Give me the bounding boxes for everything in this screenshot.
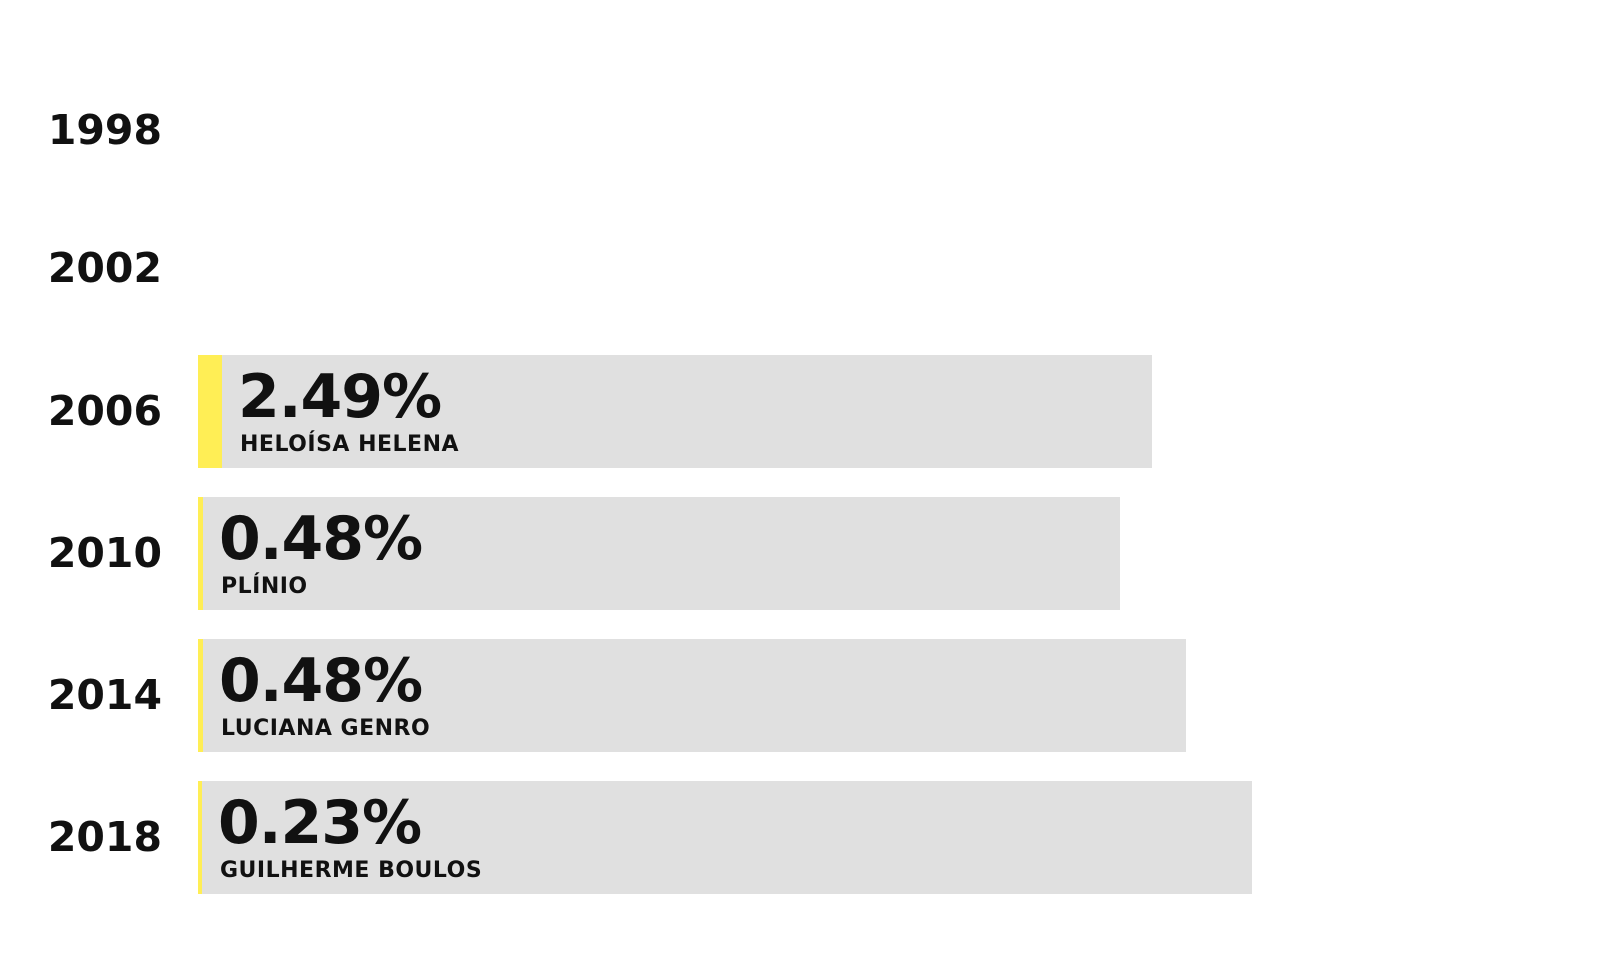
bar: 0.48% PLÍNIO (198, 497, 1120, 610)
bar-row: 2014 0.48% LUCIANA GENRO (0, 639, 1600, 752)
year-label: 1998 (47, 106, 162, 154)
value-label: 2.49% (238, 362, 442, 432)
bar-accent (198, 639, 203, 752)
bar: 0.48% LUCIANA GENRO (198, 639, 1186, 752)
value-label: 0.48% (219, 646, 423, 716)
bar-accent (198, 497, 203, 610)
candidate-label: LUCIANA GENRO (221, 716, 431, 741)
bar-row: 2010 0.48% PLÍNIO (0, 497, 1600, 610)
candidate-label: PLÍNIO (221, 574, 308, 599)
bar-accent (198, 355, 222, 468)
bar-row: 2002 (0, 212, 1600, 325)
bar-row: 2018 0.23% GUILHERME BOULOS (0, 781, 1600, 894)
year-label: 2018 (47, 813, 162, 861)
year-label: 2002 (47, 244, 162, 292)
candidate-label: GUILHERME BOULOS (220, 858, 483, 883)
bar: 2.49% HELOÍSA HELENA (198, 355, 1152, 468)
bar-accent (198, 781, 202, 894)
candidate-label: HELOÍSA HELENA (240, 432, 460, 457)
year-label: 2010 (47, 529, 162, 577)
bar: 0.23% GUILHERME BOULOS (198, 781, 1252, 894)
bar-row: 2006 2.49% HELOÍSA HELENA (0, 355, 1600, 468)
year-label: 2014 (47, 671, 162, 719)
year-label: 2006 (47, 387, 162, 435)
value-label: 0.48% (219, 504, 423, 574)
bar-row: 1998 (0, 74, 1600, 187)
value-label: 0.23% (218, 788, 422, 858)
